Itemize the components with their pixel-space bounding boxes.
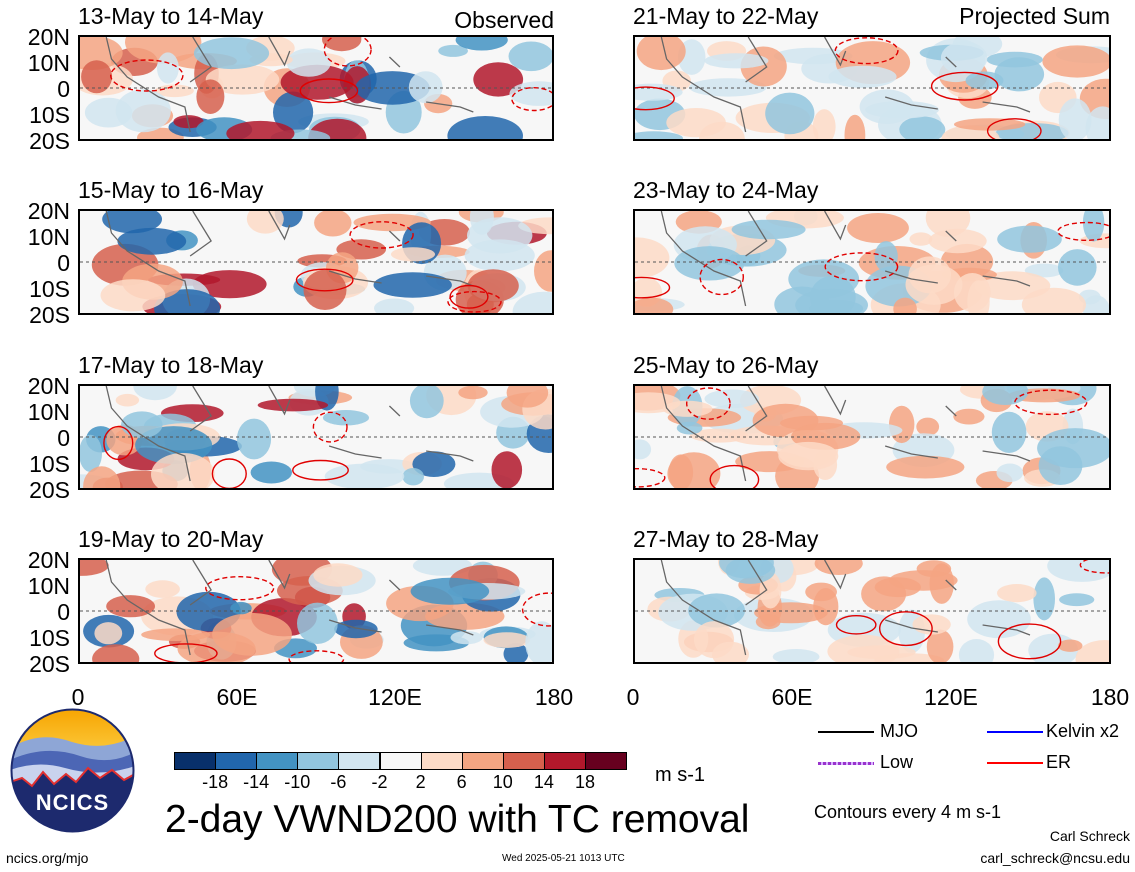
y-tick-10s: 10S [29, 276, 70, 302]
colorbar-tick-label: -10 [284, 772, 311, 792]
x-tick-60e-left: 60E [216, 684, 258, 710]
x-tick-0-left: 0 [71, 684, 85, 710]
y-tick-10n: 10N [27, 50, 70, 76]
ncics-logo-graphic [10, 708, 135, 833]
ncics-logo-text: NCICS [35, 790, 110, 815]
panel-label-projected: Projected Sum [959, 3, 1110, 29]
y-tick-20n: 20N [27, 24, 70, 50]
panel-title-4: 23-May to 24-May [633, 177, 819, 203]
y-tick-eq: 0 [57, 425, 70, 451]
y-tick-10n: 10N [27, 573, 70, 599]
y-tick-20s: 20S [29, 651, 70, 677]
x-tick-180-right: 180 [1090, 684, 1130, 710]
footer-author: Carl Schreck [1049, 828, 1130, 844]
vwnd-field [635, 211, 1109, 313]
colorbar-cell [256, 752, 299, 770]
y-tick-10n: 10N [27, 224, 70, 250]
colorbar-cell [585, 752, 628, 770]
y-tick-20s: 20S [29, 477, 70, 503]
colorbar-cell [174, 752, 217, 770]
vwnd-field [635, 560, 1109, 662]
x-tick-180-left: 180 [534, 684, 574, 710]
panel-title-1: 13-May to 14-May [78, 3, 264, 29]
colorbar-tick-label: -6 [330, 772, 347, 792]
ncics-logo: NCICS [10, 708, 135, 833]
x-tick-120e-right: 120E [924, 684, 978, 710]
x-tick-60e-right: 60E [771, 684, 813, 710]
colorbar-cell [338, 752, 381, 770]
contours-note: Contours every 4 m s-1 [814, 802, 1002, 822]
colorbar-cell [420, 752, 463, 770]
y-tick-10s: 10S [29, 451, 70, 477]
vwnd-field [80, 211, 552, 313]
main-title: 2-day VWND200 with TC removal [165, 798, 750, 841]
colorbar-cell [502, 752, 545, 770]
panel-title-6: 25-May to 26-May [633, 352, 819, 378]
panel-title-7: 19-May to 20-May [78, 526, 264, 552]
colorbar-cell [379, 752, 422, 770]
x-tick-0-right: 0 [626, 684, 640, 710]
low-legend-line [818, 762, 874, 765]
footer-email: carl_schreck@ncsu.edu [980, 850, 1130, 866]
map-panel-15-16-may [78, 209, 554, 315]
panel-label-observed: Observed [454, 7, 554, 33]
colorbar-cell [297, 752, 340, 770]
colorbar-tick-label: 10 [492, 772, 513, 792]
y-tick-eq: 0 [57, 76, 70, 102]
mjo-legend-label: MJO [880, 721, 918, 741]
panel-title-2: 21-May to 22-May [633, 3, 819, 29]
panel-title-5: 17-May to 18-May [78, 352, 264, 378]
panel-title-3: 15-May to 16-May [78, 177, 264, 203]
y-tick-20s: 20S [29, 128, 70, 154]
y-tick-20n: 20N [27, 198, 70, 224]
colorbar-cell [461, 752, 504, 770]
footer-url: ncics.org/mjo [6, 850, 89, 866]
panel-title-8: 27-May to 28-May [633, 526, 819, 552]
vwnd-field [80, 386, 552, 488]
map-panel-25-26-may [633, 384, 1111, 490]
colorbar-tick-label: 14 [533, 772, 554, 792]
colorbar-units: m s-1 [655, 764, 705, 786]
y-tick-20s: 20S [29, 302, 70, 328]
map-panel-23-24-may [633, 209, 1111, 315]
y-tick-20n: 20N [27, 547, 70, 573]
vwnd-field [635, 386, 1109, 488]
y-tick-10s: 10S [29, 102, 70, 128]
vwnd-field [80, 560, 552, 662]
colorbar-tick-label: 6 [456, 772, 467, 792]
vwnd-field [80, 37, 552, 139]
mjo-legend-line [818, 731, 874, 733]
y-tick-10n: 10N [27, 399, 70, 425]
vwnd-field [635, 37, 1109, 139]
footer-timestamp: Wed 2025-05-21 1013 UTC [502, 853, 625, 864]
colorbar-tick-label: -14 [243, 772, 270, 792]
colorbar-tick-label: -2 [371, 772, 388, 792]
x-tick-120e-left: 120E [368, 684, 422, 710]
er-legend-label: ER [1046, 752, 1072, 772]
map-panel-21-22-may [633, 35, 1111, 141]
kelvin-legend-line [987, 731, 1043, 733]
colorbar-cell [215, 752, 258, 770]
er-legend-line [987, 762, 1043, 764]
y-tick-20n: 20N [27, 373, 70, 399]
map-panel-13-14-may [78, 35, 554, 141]
colorbar-tick-label: 18 [574, 772, 596, 792]
y-tick-eq: 0 [57, 250, 70, 276]
map-panel-27-28-may [633, 558, 1111, 664]
y-tick-10s: 10S [29, 625, 70, 651]
low-legend-label: Low [880, 752, 914, 772]
map-panel-19-20-may [78, 558, 554, 664]
y-tick-eq: 0 [57, 599, 70, 625]
map-panel-17-18-may [78, 384, 554, 490]
colorbar-cell [543, 752, 586, 770]
colorbar-tick-label: 2 [415, 772, 426, 792]
colorbar-tick-label: -18 [202, 772, 229, 792]
kelvin-legend-label: Kelvin x2 [1046, 721, 1120, 741]
